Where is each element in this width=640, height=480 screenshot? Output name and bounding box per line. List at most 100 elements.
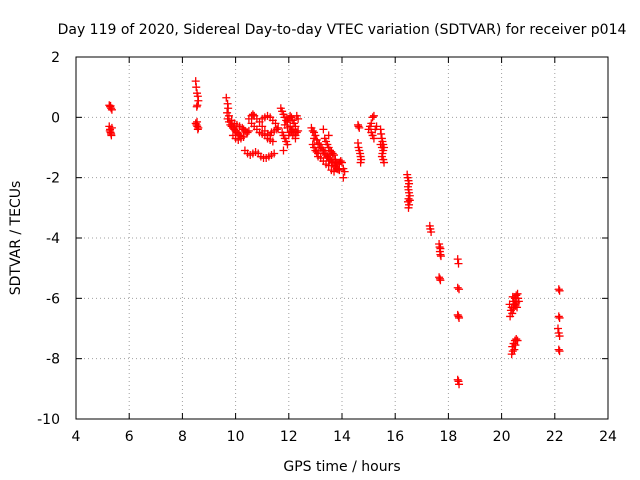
data-point bbox=[339, 173, 348, 182]
data-point bbox=[294, 126, 303, 135]
data-point bbox=[404, 203, 413, 212]
data-point bbox=[318, 145, 327, 154]
data-point bbox=[555, 347, 564, 356]
data-point bbox=[291, 134, 300, 143]
data-point bbox=[107, 131, 116, 140]
data-point bbox=[194, 96, 203, 105]
data-point bbox=[248, 110, 257, 119]
data-point bbox=[324, 161, 333, 170]
data-point bbox=[283, 140, 292, 149]
y-tick-label: -2 bbox=[46, 171, 60, 187]
data-point bbox=[355, 123, 364, 132]
data-point bbox=[454, 259, 463, 268]
data-point bbox=[243, 128, 252, 137]
data-point bbox=[513, 303, 522, 312]
data-point bbox=[193, 125, 202, 134]
data-point bbox=[310, 134, 319, 143]
data-point bbox=[338, 158, 346, 167]
data-point bbox=[239, 132, 248, 141]
data-point bbox=[286, 122, 295, 131]
data-point bbox=[193, 117, 202, 126]
x-tick-labels: 4 6 8 10 12 14 16 18 20 22 24 bbox=[72, 429, 617, 445]
data-point bbox=[105, 126, 114, 135]
data-point bbox=[294, 114, 303, 123]
data-point bbox=[330, 151, 339, 160]
data-point bbox=[324, 131, 333, 140]
data-point bbox=[509, 304, 518, 313]
y-tick-labels: -10 -8 -6 -4 -2 0 2 bbox=[37, 50, 60, 428]
x-tick-label: 6 bbox=[125, 429, 134, 445]
x-axis-label: GPS time / hours bbox=[283, 459, 400, 475]
data-point bbox=[512, 298, 521, 307]
data-point bbox=[270, 149, 279, 158]
data-point bbox=[405, 196, 414, 205]
x-tick-label: 18 bbox=[439, 429, 457, 445]
data-point bbox=[192, 83, 201, 92]
y-tick-label: 0 bbox=[51, 110, 60, 126]
data-point bbox=[319, 125, 328, 134]
data-point bbox=[380, 158, 389, 167]
data-point bbox=[222, 93, 231, 102]
data-point bbox=[106, 101, 115, 110]
data-point bbox=[314, 152, 323, 161]
data-point bbox=[314, 138, 323, 147]
data-point bbox=[555, 332, 564, 341]
grid bbox=[76, 57, 608, 419]
y-tick-label: -6 bbox=[46, 291, 60, 307]
data-point bbox=[268, 137, 277, 146]
data-point bbox=[369, 111, 378, 120]
data-point bbox=[272, 125, 281, 134]
axis-ticks bbox=[75, 56, 609, 420]
data-point bbox=[555, 313, 564, 322]
x-tick-label: 4 bbox=[72, 429, 81, 445]
y-tick-label: -10 bbox=[37, 412, 60, 428]
data-point bbox=[555, 286, 564, 295]
x-tick-label: 12 bbox=[280, 429, 298, 445]
data-point bbox=[354, 122, 363, 131]
data-point bbox=[511, 341, 520, 350]
data-point bbox=[513, 336, 522, 345]
y-tick-label: 2 bbox=[51, 50, 60, 66]
data-point bbox=[453, 375, 462, 384]
data-point bbox=[308, 126, 317, 135]
data-point bbox=[506, 312, 515, 321]
data-point bbox=[453, 255, 462, 264]
data-point bbox=[336, 157, 345, 166]
data-point bbox=[312, 148, 321, 157]
data-point bbox=[436, 276, 445, 285]
x-tick-label: 22 bbox=[546, 429, 564, 445]
y-tick-label: -4 bbox=[46, 231, 60, 247]
y-axis-label: SDTVAR / TECUs bbox=[8, 181, 24, 296]
data-point bbox=[340, 167, 349, 176]
data-point bbox=[271, 119, 280, 128]
data-point bbox=[377, 129, 386, 138]
data-point bbox=[453, 283, 462, 292]
data-point bbox=[192, 102, 201, 111]
x-tick-label: 20 bbox=[493, 429, 511, 445]
chart-title: Day 119 of 2020, Sidereal Day-to-day VTE… bbox=[58, 22, 627, 38]
data-point bbox=[455, 285, 464, 294]
data-point bbox=[244, 126, 253, 135]
data-point bbox=[377, 143, 386, 152]
data-point bbox=[436, 252, 445, 261]
data-point bbox=[510, 345, 519, 354]
data-point bbox=[107, 105, 116, 114]
data-point bbox=[427, 227, 436, 236]
data-point bbox=[369, 134, 378, 143]
data-point bbox=[224, 104, 233, 113]
data-point bbox=[356, 158, 365, 167]
data-point bbox=[224, 111, 233, 120]
data-point bbox=[554, 345, 563, 354]
data-point bbox=[455, 313, 464, 322]
x-tick-label: 16 bbox=[386, 429, 404, 445]
x-tick-label: 14 bbox=[333, 429, 351, 445]
data-point bbox=[554, 285, 563, 294]
data-point bbox=[327, 157, 336, 166]
data-point bbox=[330, 167, 339, 176]
data-point bbox=[328, 149, 337, 158]
data-point bbox=[367, 119, 376, 128]
data-point bbox=[554, 312, 563, 321]
data-point bbox=[507, 350, 516, 359]
data-point bbox=[368, 113, 377, 122]
